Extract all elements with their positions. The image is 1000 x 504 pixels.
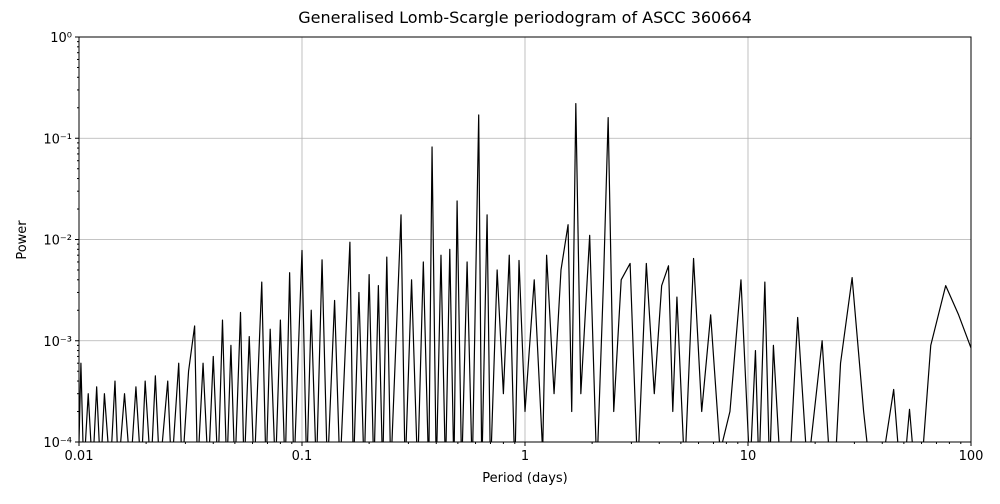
x-tick-label: 1 — [521, 449, 529, 464]
ticks: 0.01 0.1 1 10 100 10⁻⁴ 10⁻³ 10⁻² 10⁻¹ 10⁰ — [43, 31, 983, 464]
y-tick-label: 10⁻² — [43, 234, 72, 249]
x-tick-label: 10 — [740, 449, 757, 464]
periodogram-line — [79, 102, 971, 442]
y-tick-label: 10⁻⁴ — [43, 436, 72, 451]
x-tick-label: 0.1 — [292, 449, 313, 464]
x-tick-label: 100 — [959, 449, 984, 464]
y-tick-label: 10⁻¹ — [43, 132, 72, 147]
x-tick-label: 0.01 — [65, 449, 94, 464]
y-tick-label: 10⁻³ — [43, 335, 72, 350]
y-axis-label: Power — [15, 220, 30, 260]
x-axis-label: Period (days) — [482, 471, 568, 486]
y-tick-label: 10⁰ — [50, 31, 72, 46]
plot-area — [79, 102, 971, 442]
chart-title: Generalised Lomb-Scargle periodogram of … — [298, 8, 752, 27]
